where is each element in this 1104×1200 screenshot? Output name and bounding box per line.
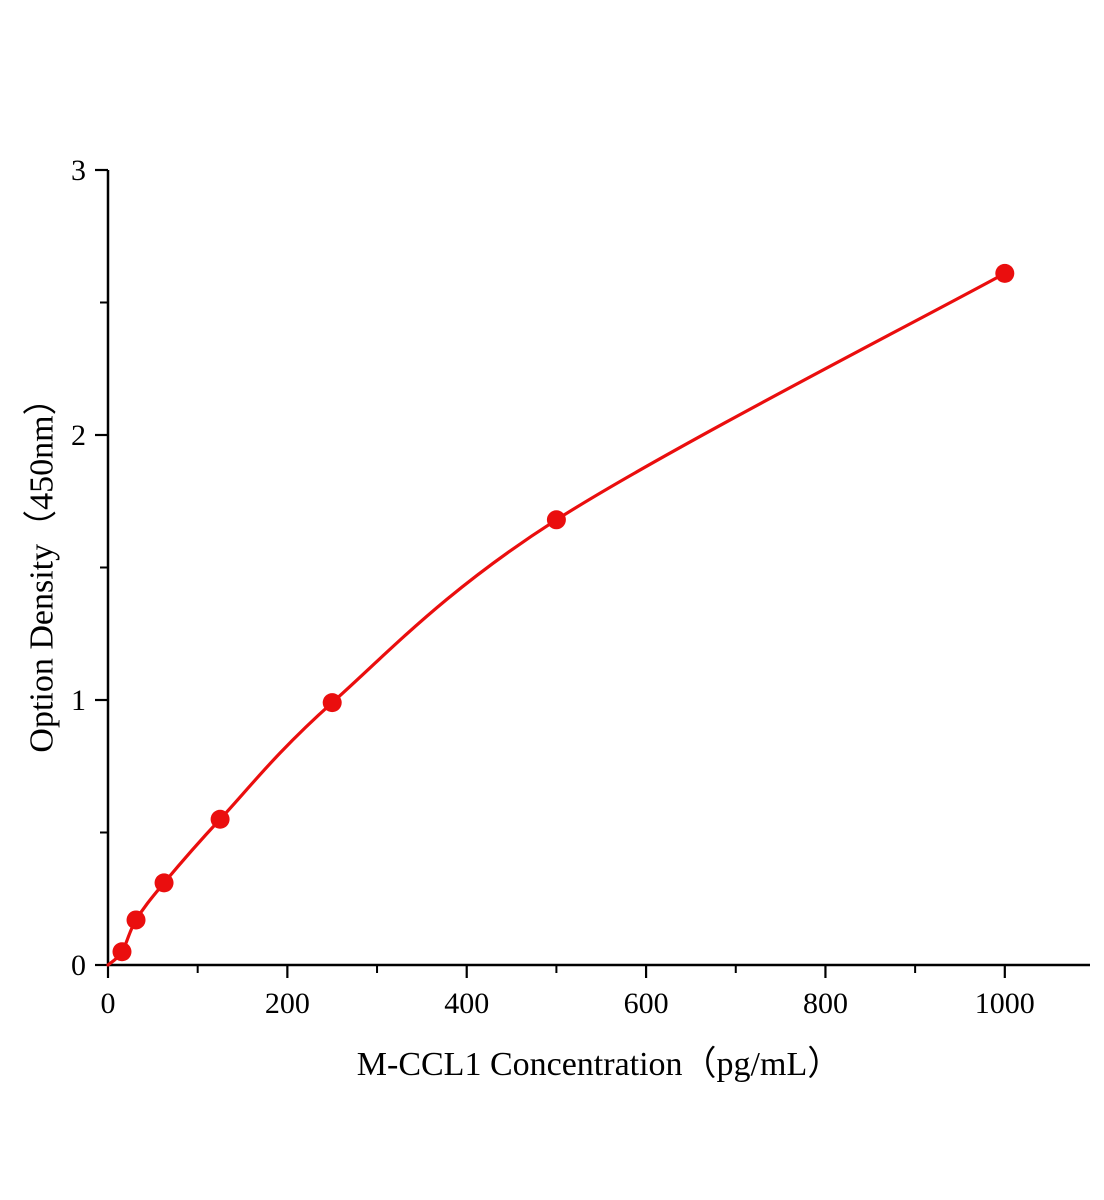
data-point [546, 510, 566, 530]
y-tick-label: 1 [71, 684, 86, 717]
data-point [126, 910, 146, 930]
standard-curve [106, 271, 1007, 967]
data-point [995, 263, 1015, 283]
x-tick-label: 400 [444, 987, 489, 1020]
data-point [210, 809, 230, 829]
x-tick-label: 1000 [975, 987, 1035, 1020]
y-axis-title: Option Density（450nm） [23, 381, 61, 753]
y-tick-label: 2 [71, 419, 86, 452]
x-tick-label: 0 [101, 987, 116, 1020]
y-tick-label: 0 [71, 949, 86, 982]
y-tick-label: 3 [71, 154, 86, 187]
x-tick-label: 800 [803, 987, 848, 1020]
x-tick-label: 200 [265, 987, 310, 1020]
data-point [154, 873, 174, 893]
data-point [112, 942, 132, 962]
x-tick-label: 600 [624, 987, 669, 1020]
data-point [322, 693, 342, 713]
x-axis-title: M-CCL1 Concentration（pg/mL） [356, 1046, 842, 1083]
